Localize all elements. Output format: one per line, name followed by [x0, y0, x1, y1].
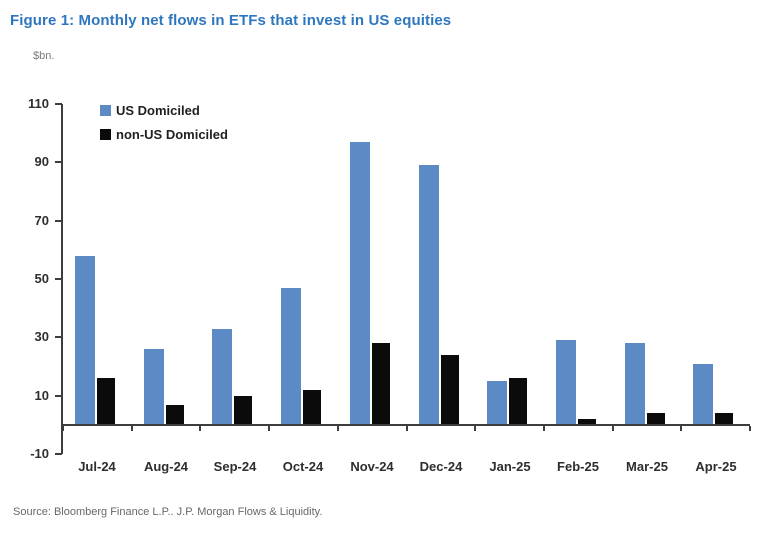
legend-label-us-domiciled: US Domiciled	[116, 102, 200, 118]
y-tick-label: 70	[34, 212, 49, 228]
bar-us-domiciled-feb-25	[556, 340, 576, 424]
bar-us-domiciled-jul-24	[75, 255, 95, 424]
figure-title: Figure 1: Monthly net flows in ETFs that…	[10, 12, 452, 29]
y-axis-tick	[55, 394, 62, 397]
x-axis-tick	[680, 426, 683, 431]
x-axis-tick	[474, 426, 477, 431]
bar-us-domiciled-aug-24	[144, 349, 164, 424]
bar-us-domiciled-oct-24	[281, 287, 301, 424]
y-tick-label: 50	[34, 271, 49, 286]
us-domiciled-swatch-icon	[100, 104, 111, 116]
x-tick-label-jan-25: Jan-25	[489, 459, 531, 474]
x-axis-tick	[749, 426, 751, 431]
bar-us-domiciled-apr-25	[693, 363, 713, 424]
y-tick-label: -10	[30, 446, 49, 462]
y-axis-line	[61, 103, 63, 455]
x-axis-tick	[62, 426, 64, 431]
bar-non-us-domiciled-sep-24	[234, 395, 252, 424]
x-tick-label-aug-24: Aug-24	[143, 459, 189, 474]
chart-legend: US Domiciled non-US Domiciled	[100, 98, 228, 146]
x-axis-tick	[268, 426, 271, 431]
legend-item-us-domiciled: US Domiciled	[100, 98, 228, 122]
x-axis-tick	[611, 426, 614, 431]
bar-non-us-domiciled-aug-24	[166, 404, 184, 424]
y-axis-tick	[55, 336, 62, 339]
x-axis-tick	[130, 426, 133, 431]
units-label: $bn.	[33, 50, 55, 62]
bar-non-us-domiciled-jan-25	[509, 378, 527, 424]
x-tick-label-oct-24: Oct-24	[282, 459, 324, 474]
x-tick-label-sep-24: Sep-24	[213, 459, 257, 474]
x-axis-tick	[542, 426, 545, 431]
x-tick-label-jul-24: Jul-24	[78, 459, 116, 474]
bar-non-us-domiciled-oct-24	[303, 389, 321, 424]
bar-us-domiciled-dec-24	[419, 165, 439, 424]
x-axis-tick	[405, 426, 408, 431]
y-tick-label: 110	[28, 95, 49, 111]
y-axis-tick	[55, 161, 62, 164]
x-axis-line	[63, 424, 750, 426]
y-tick-label: 90	[34, 154, 49, 170]
x-tick-label-feb-25: Feb-25	[557, 459, 599, 474]
bar-non-us-domiciled-dec-24	[441, 354, 459, 424]
x-tick-label-apr-25: Apr-25	[695, 459, 737, 474]
bar-us-domiciled-mar-25	[625, 343, 645, 424]
y-axis-tick	[55, 278, 62, 280]
legend-item-non-us-domiciled: non-US Domiciled	[100, 122, 228, 146]
bar-us-domiciled-nov-24	[350, 141, 370, 424]
bar-us-domiciled-jan-25	[487, 381, 507, 424]
y-tick-label: 30	[34, 329, 49, 345]
x-tick-label-dec-24: Dec-24	[419, 459, 463, 474]
y-axis-tick	[55, 219, 62, 222]
x-axis-tick	[199, 426, 202, 431]
x-axis-tick	[336, 426, 339, 431]
bar-non-us-domiciled-nov-24	[372, 343, 390, 424]
x-tick-label-mar-25: Mar-25	[626, 459, 668, 474]
source-note: Source: Bloomberg Finance L.P.. J.P. Mor…	[13, 506, 323, 518]
non-us-domiciled-swatch-icon	[100, 128, 111, 140]
bar-us-domiciled-sep-24	[212, 328, 232, 424]
bar-non-us-domiciled-apr-25	[715, 413, 733, 424]
y-axis-tick	[55, 102, 62, 105]
y-tick-label: 10	[34, 387, 49, 403]
bar-non-us-domiciled-mar-25	[647, 413, 665, 424]
bar-non-us-domiciled-feb-25	[578, 419, 596, 424]
x-tick-label-nov-24: Nov-24	[350, 459, 394, 474]
y-axis-tick	[55, 453, 62, 456]
legend-label-non-us-domiciled: non-US Domiciled	[116, 126, 228, 142]
bar-non-us-domiciled-jul-24	[97, 378, 115, 424]
